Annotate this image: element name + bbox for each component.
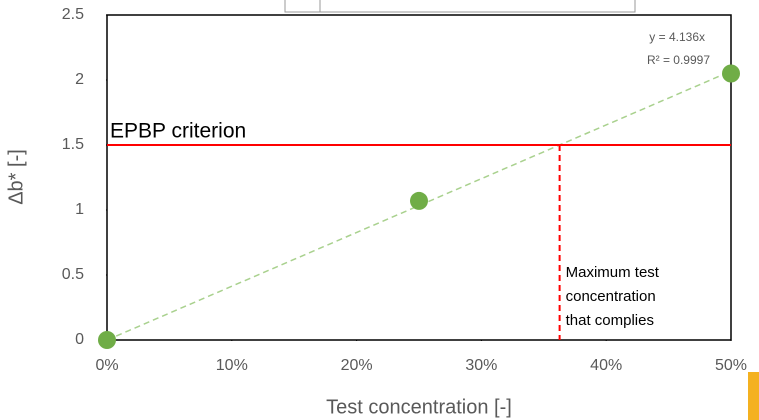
annotation: concentration [566,288,656,305]
plot-frame [106,14,732,341]
point [410,191,428,210]
side-accent [748,372,759,420]
trendline [106,70,732,341]
criterion-label: EPBP criterion [110,120,246,143]
y-tick-label: 2 [75,71,84,88]
y-tick-label: 1.5 [62,136,84,153]
x-tick-label: 0% [95,357,118,374]
x-tick-label: 20% [341,357,373,374]
annotation: that complies [566,312,654,329]
x-tick-label: 30% [465,357,497,374]
point [722,64,740,83]
x-axis-label: Test concentration [-] [326,396,512,418]
y-tick-label: 1 [75,201,84,218]
point [98,331,116,349]
annotation: Maximum test [566,264,660,281]
trendline-r2: R² = 0.9997 [647,53,710,67]
y-axis-label: Δb* [-] [5,149,27,205]
x-tick-label: 50% [715,357,747,374]
x-tick-label: 40% [590,357,622,374]
y-tick-label: 0 [75,331,84,348]
y-tick-label: 0.5 [62,266,84,283]
legend-box-fragment [284,0,636,13]
x-tick-label: 10% [216,357,248,374]
y-tick-label: 2.5 [62,6,84,23]
trendline-equation: y = 4.136x [649,30,705,44]
